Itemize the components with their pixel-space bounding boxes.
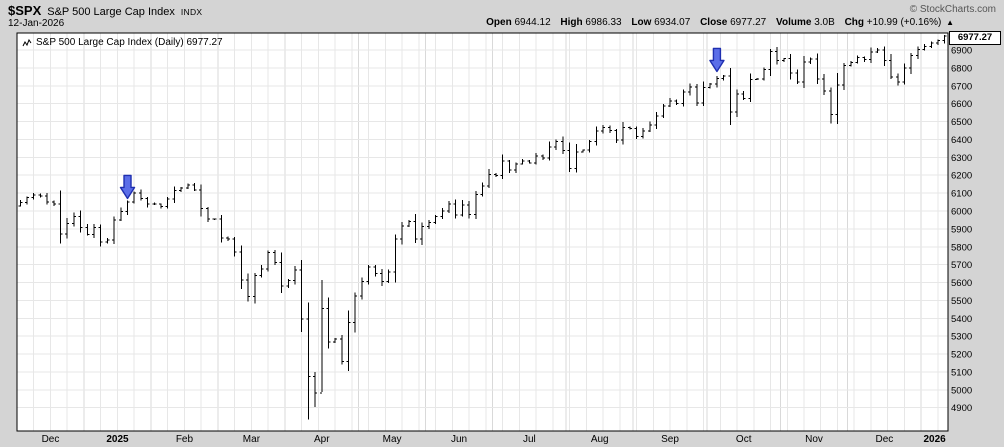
- svg-text:Apr: Apr: [314, 434, 330, 445]
- svg-text:Feb: Feb: [176, 434, 194, 445]
- symbol-name: S&P 500 Large Cap Index: [47, 6, 175, 18]
- svg-text:5200: 5200: [951, 350, 972, 361]
- svg-text:6600: 6600: [951, 99, 972, 110]
- series-legend: S&P 500 Large Cap Index (Daily) 6977.27: [22, 37, 223, 48]
- quote-low-value: 6934.07: [654, 17, 691, 28]
- quote-close-value: 6977.27: [730, 17, 767, 28]
- series-legend-text: S&P 500 Large Cap Index (Daily) 6977.27: [36, 37, 223, 48]
- svg-text:Dec: Dec: [875, 434, 893, 445]
- quote-volume-value: 3.0B: [814, 17, 835, 28]
- svg-text:Mar: Mar: [243, 434, 261, 445]
- price-chart: 4900 5000 5100 5200 5300 5400 5500 5600 5700 5800…: [16, 32, 972, 445]
- y-axis-labels: 4900 5000 5100 5200 5300 5400 5500 5600 5700 5800…: [951, 45, 972, 414]
- svg-text:6700: 6700: [951, 81, 972, 92]
- svg-text:5700: 5700: [951, 260, 972, 271]
- svg-text:Jul: Jul: [523, 434, 536, 445]
- svg-text:6500: 6500: [951, 117, 972, 128]
- svg-text:Dec: Dec: [42, 434, 60, 445]
- svg-text:May: May: [383, 434, 402, 445]
- svg-text:6800: 6800: [951, 63, 972, 74]
- annotation-arrows: [119, 47, 725, 200]
- svg-text:4900: 4900: [951, 403, 972, 414]
- svg-text:2026: 2026: [923, 434, 946, 445]
- up-triangle-icon: ▲: [946, 18, 954, 27]
- plot-area: [17, 33, 948, 431]
- quote-open-label: Open: [486, 17, 512, 28]
- svg-text:6000: 6000: [951, 206, 972, 217]
- x-axis-labels: Dec 2025 Feb Mar Apr May Jun Jul Aug Sep Oct Nov Dec…: [42, 434, 947, 445]
- quote-open-value: 6944.12: [514, 17, 551, 28]
- plot-border: [16, 32, 949, 432]
- svg-text:5600: 5600: [951, 278, 972, 289]
- svg-text:5500: 5500: [951, 296, 972, 307]
- down-arrow-icon: [119, 174, 136, 200]
- price-bars: [18, 34, 947, 420]
- svg-text:6900: 6900: [951, 45, 972, 56]
- svg-text:Sep: Sep: [661, 434, 679, 445]
- svg-text:6200: 6200: [951, 171, 972, 182]
- quote-close-label: Close: [700, 17, 728, 28]
- last-price-tag: 6977.27: [949, 31, 1001, 45]
- quote-strip: Open 6944.12 High 6986.33 Low 6934.07 Cl…: [486, 17, 954, 28]
- down-arrow-icon: [709, 47, 725, 73]
- svg-text:Oct: Oct: [736, 434, 752, 445]
- month-gridlines: [83, 33, 922, 431]
- quote-high-label: High: [560, 17, 583, 28]
- svg-text:6100: 6100: [951, 189, 972, 200]
- svg-text:6300: 6300: [951, 153, 972, 164]
- svg-text:5300: 5300: [951, 332, 972, 343]
- stockcharts-copyright-link[interactable]: © StockCharts.com: [909, 4, 996, 15]
- symbol: $SPX: [8, 3, 42, 18]
- chart-title-row: $SPX S&P 500 Large Cap Index INDX: [8, 3, 202, 18]
- quote-chg-label: Chg: [844, 17, 865, 28]
- svg-text:5900: 5900: [951, 224, 972, 235]
- svg-text:2025: 2025: [106, 434, 129, 445]
- line-chart-icon: [22, 38, 32, 46]
- exchange-label: INDX: [180, 7, 203, 17]
- horizontal-gridlines: [17, 49, 948, 409]
- svg-text:5100: 5100: [951, 367, 972, 378]
- quote-low-label: Low: [631, 17, 652, 28]
- svg-text:5800: 5800: [951, 242, 972, 253]
- quote-chg-value: +10.99 (+0.16%): [866, 17, 942, 28]
- svg-text:6400: 6400: [951, 135, 972, 146]
- quote-volume-label: Volume: [776, 17, 812, 28]
- quote-high-value: 6986.33: [585, 17, 622, 28]
- svg-text:Nov: Nov: [805, 434, 823, 445]
- svg-text:Jun: Jun: [451, 434, 467, 445]
- svg-text:5000: 5000: [951, 385, 972, 396]
- svg-text:Aug: Aug: [591, 434, 609, 445]
- svg-text:5400: 5400: [951, 314, 972, 325]
- chart-date: 12-Jan-2026: [8, 18, 65, 29]
